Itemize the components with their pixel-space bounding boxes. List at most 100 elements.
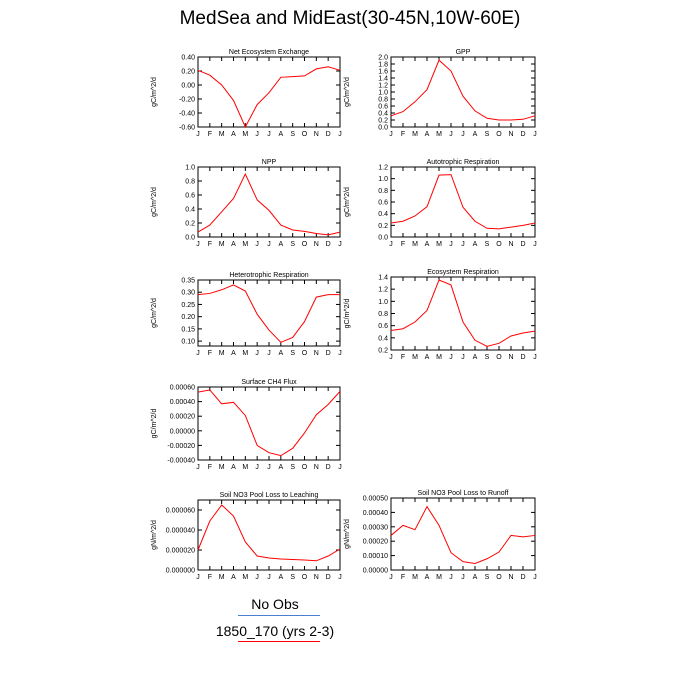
x-tick-label: J <box>196 241 200 248</box>
x-tick-label: J <box>389 354 393 361</box>
x-tick-label: J <box>389 574 393 581</box>
chart-panel: Ecosystem Respiration gC/m^2/d 1.4 1.2 1.0 0.… <box>344 269 537 361</box>
y-tick-label: 2.0 <box>378 55 388 62</box>
x-tick-label: J <box>338 464 342 471</box>
x-tick-label: J <box>267 350 271 357</box>
y-tick-label: 0.15 <box>181 326 195 333</box>
x-tick-label: N <box>314 350 319 357</box>
y-tick-label: 0.00000 <box>363 568 388 575</box>
x-tick-label: J <box>255 350 259 357</box>
x-tick-label: A <box>231 241 236 248</box>
y-tick-label: 1.4 <box>378 275 388 282</box>
x-tick-label: S <box>290 241 295 248</box>
x-tick-label: M <box>242 131 248 138</box>
y-tick-label: 1.8 <box>378 62 388 69</box>
x-tick-label: F <box>208 464 212 471</box>
chart-panel: Autotrophic Respiration gC/m^2/d 1.2 1.0 0.8… <box>344 159 537 248</box>
x-tick-label: A <box>231 574 236 581</box>
x-tick-label: J <box>196 464 200 471</box>
plot-frame <box>390 497 536 571</box>
x-tick-label: F <box>208 350 212 357</box>
y-tick-label: 0.35 <box>181 278 195 285</box>
y-axis-label: gC/m^2/d <box>344 187 351 217</box>
x-tick-label: M <box>436 354 442 361</box>
y-tick-label: -0.00040 <box>167 458 195 465</box>
y-tick-label: 0.6 <box>378 104 388 111</box>
x-tick-label: M <box>242 574 248 581</box>
y-tick-label: 0.0 <box>378 125 388 132</box>
chart-panel: Soil NO3 Pool Loss to Leaching gN/m^2/d 0.… <box>151 492 342 581</box>
y-tick-label: 0.4 <box>185 207 195 214</box>
y-axis-label: gN/m^2/d <box>151 520 158 550</box>
y-axis-label: gC/m^2/d <box>344 77 351 107</box>
y-tick-label: 0.30 <box>181 290 195 297</box>
x-tick-label: A <box>278 350 283 357</box>
series-line <box>197 389 341 457</box>
x-tick-label: N <box>508 354 513 361</box>
y-tick-label: -0.00020 <box>167 443 195 450</box>
legend-obs-label: No Obs <box>251 596 299 612</box>
y-tick-label: 0.25 <box>181 302 195 309</box>
y-tick-label: -0.40 <box>179 111 195 118</box>
y-tick-label: 0.4 <box>378 211 388 218</box>
x-tick-label: J <box>461 131 465 138</box>
x-tick-label: F <box>208 574 212 581</box>
x-tick-label: J <box>338 241 342 248</box>
x-tick-label: D <box>326 574 331 581</box>
series-line <box>197 172 341 236</box>
y-tick-label: 1.6 <box>378 69 388 76</box>
y-tick-label: 1.0 <box>378 299 388 306</box>
y-tick-label: 0.0 <box>378 235 388 242</box>
y-tick-label: 1.0 <box>185 165 195 172</box>
chart-panel: Surface CH4 Flux gC/m^2/d 0.00060 0.00040 0.… <box>151 379 342 471</box>
plot-frame <box>390 276 536 351</box>
x-tick-label: J <box>255 574 259 581</box>
y-tick-label: 0.2 <box>185 221 195 228</box>
panel-title: Net Ecosystem Exchange <box>229 49 309 56</box>
y-tick-label: 0.8 <box>378 97 388 104</box>
y-tick-label: 0.00 <box>181 83 195 90</box>
x-tick-label: J <box>533 131 537 138</box>
x-tick-label: O <box>302 574 308 581</box>
x-tick-label: F <box>401 574 405 581</box>
x-tick-label: D <box>326 350 331 357</box>
x-tick-label: N <box>508 574 513 581</box>
y-tick-label: 0.6 <box>185 193 195 200</box>
x-tick-label: J <box>449 131 453 138</box>
plot-frame <box>197 279 341 347</box>
x-tick-label: A <box>425 574 430 581</box>
main-title: MedSea and MidEast(30-45N,10W-60E) <box>179 8 521 29</box>
legend-model-label: 1850_170 (yrs 2-3) <box>215 623 335 639</box>
x-tick-label: S <box>485 354 490 361</box>
panel-title: Surface CH4 Flux <box>241 379 297 386</box>
x-tick-label: O <box>302 464 308 471</box>
y-tick-label: 1.2 <box>378 287 388 294</box>
x-tick-label: J <box>255 464 259 471</box>
x-tick-label: J <box>533 241 537 248</box>
x-tick-label: N <box>314 131 319 138</box>
y-tick-label: 0.00010 <box>363 553 388 560</box>
y-tick-label: 0.8 <box>185 179 195 186</box>
x-tick-label: F <box>401 131 405 138</box>
x-tick-label: A <box>278 131 283 138</box>
x-tick-label: J <box>533 574 537 581</box>
x-tick-label: A <box>473 241 478 248</box>
y-tick-label: 0.00040 <box>363 510 388 517</box>
x-tick-label: M <box>412 131 418 138</box>
series-line <box>197 504 341 562</box>
y-tick-label: 0.000020 <box>166 548 195 555</box>
y-axis-label: gC/m^2/d <box>344 299 351 329</box>
x-tick-label: J <box>533 354 537 361</box>
x-tick-label: J <box>196 350 200 357</box>
x-tick-label: J <box>449 354 453 361</box>
x-tick-label: N <box>508 131 513 138</box>
y-tick-label: 1.0 <box>378 176 388 183</box>
x-tick-label: A <box>231 131 236 138</box>
panel-title: Ecosystem Respiration <box>427 269 499 276</box>
x-tick-label: J <box>338 131 342 138</box>
y-tick-label: 1.0 <box>378 90 388 97</box>
y-tick-label: 0.6 <box>378 200 388 207</box>
y-tick-label: 0.2 <box>378 348 388 355</box>
x-tick-label: J <box>267 464 271 471</box>
y-tick-label: 1.2 <box>378 83 388 90</box>
